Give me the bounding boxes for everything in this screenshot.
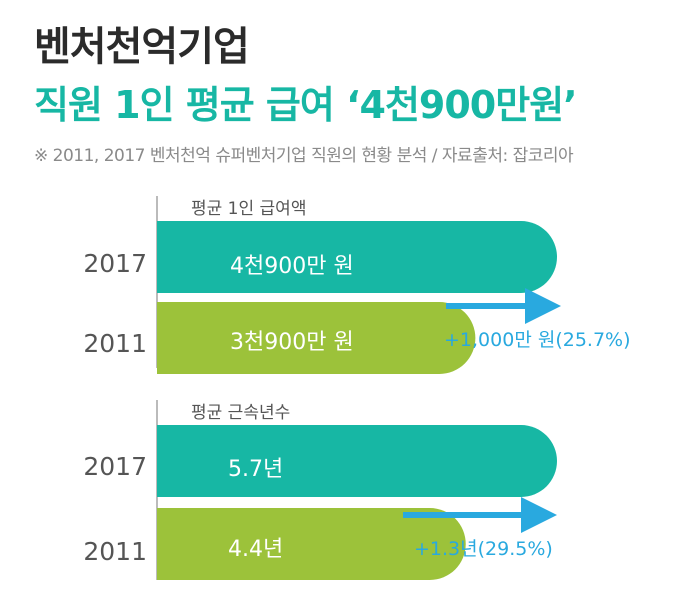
tenure-value-2017: 5.7년 xyxy=(228,457,283,482)
tenure-value-2011: 4.4년 xyxy=(228,537,283,562)
tenure-chart-title: 평균 근속년수 xyxy=(191,403,290,423)
page-title: 벤처천억기업 xyxy=(34,24,250,70)
salary-chart-title: 평균 1인 급여액 xyxy=(191,199,306,219)
salary-bar-2017 xyxy=(157,221,557,293)
page-subtitle: 직원 1인 평균 급여 ‘4천900만원’ xyxy=(34,83,578,127)
tenure-year-2017-label: 2017 xyxy=(83,452,147,481)
source-note: ※ 2011, 2017 벤처천억 슈퍼벤처기업 직원의 현황 분석 / 자료출… xyxy=(34,146,574,166)
salary-chart: 평균 1인 급여액 2017 4천900만 원 2011 3천900만 원 +1… xyxy=(83,196,631,374)
salary-value-2011: 3천900만 원 xyxy=(230,330,354,355)
tenure-bar-2017 xyxy=(157,425,557,497)
salary-value-2017: 4천900만 원 xyxy=(230,254,354,279)
salary-bar-2011 xyxy=(157,302,476,374)
tenure-year-2011-label: 2011 xyxy=(83,537,147,566)
tenure-bar-2011 xyxy=(157,508,466,580)
salary-change-label: +1,000만 원(25.7%) xyxy=(444,329,631,351)
tenure-chart: 평균 근속년수 2017 5.7년 2011 4.4년 +1.3년(29.5%) xyxy=(83,400,557,580)
tenure-change-label: +1.3년(29.5%) xyxy=(414,538,553,560)
salary-year-2011-label: 2011 xyxy=(83,329,147,358)
salary-year-2017-label: 2017 xyxy=(83,249,147,278)
